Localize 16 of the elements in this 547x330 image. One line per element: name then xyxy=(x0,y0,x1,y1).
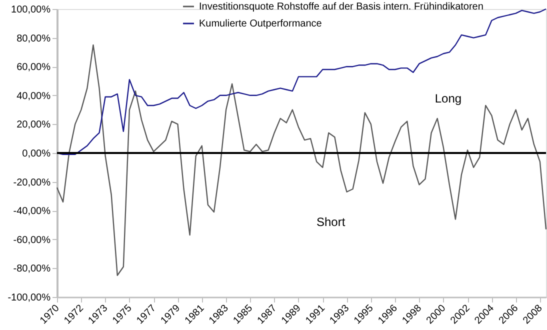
line-series xyxy=(56,44,547,276)
y-tick-label: 0,00% xyxy=(22,148,51,160)
y-tick-label: -80,00% xyxy=(13,264,51,275)
y-tick-label: 60,00% xyxy=(16,62,51,74)
annotation: Short xyxy=(316,215,346,230)
y-tick-label: 80,00% xyxy=(16,33,51,44)
y-tick-label: -100,00% xyxy=(8,292,51,304)
y-tick-label: 20,00% xyxy=(16,120,51,131)
annotation: Long xyxy=(434,91,462,106)
y-tick-label: -60,00% xyxy=(13,234,51,246)
y-tick-label: -20,00% xyxy=(13,177,51,188)
legend-label: Kumulierte Outperformance xyxy=(199,18,322,30)
y-tick-label: 40,00% xyxy=(16,90,51,102)
y-tick-label: 100,00% xyxy=(11,4,51,16)
y-tick-label: -40,00% xyxy=(13,206,51,218)
legend-label: Investitionsquote Rohstoffe auf der Basis intern. Frühindikatoren xyxy=(199,2,484,12)
